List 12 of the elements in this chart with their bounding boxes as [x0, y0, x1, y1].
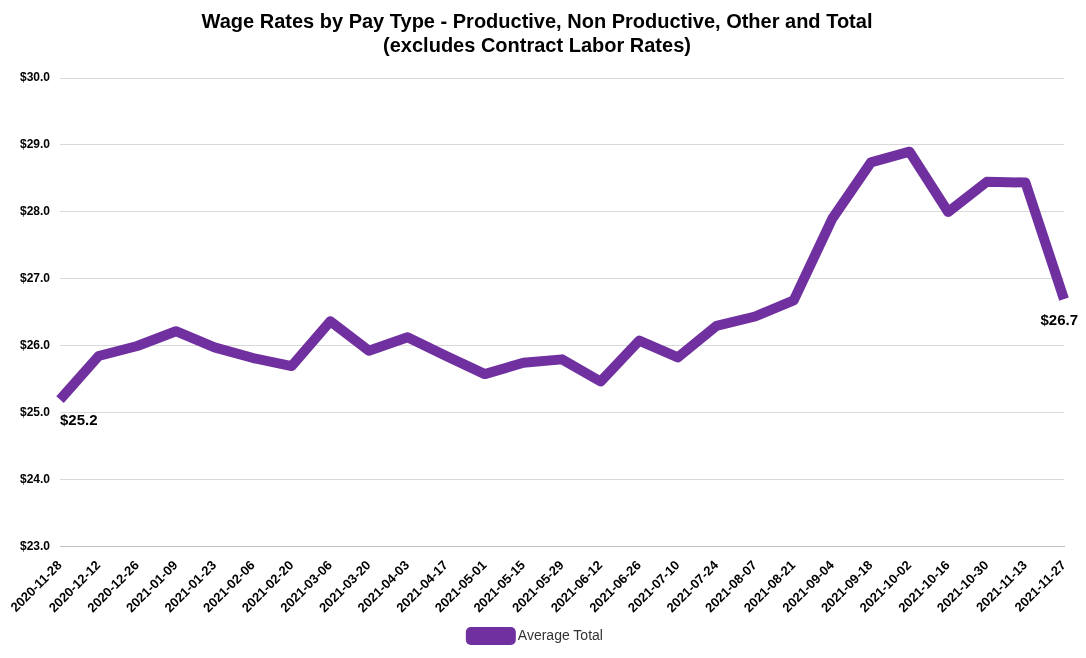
y-tick-label: $23.0 [20, 539, 51, 554]
y-tick-label: $25.0 [20, 405, 51, 420]
chart-title: Wage Rates by Pay Type - Productive, Non Productive, Other and Total (excludes Contract Labor Rates) [201, 9, 873, 56]
y-tick-label: $27.0 [20, 271, 51, 286]
annotation: $25.2 [60, 411, 98, 429]
y-tick-label: $30.0 [20, 70, 51, 85]
y-tick-label: $26.0 [20, 338, 51, 353]
y-tick-label: $28.0 [20, 204, 51, 219]
legend-label: Average Total [517, 626, 603, 643]
y-tick-label: $24.0 [20, 472, 51, 487]
annotation: $26.7 [1040, 310, 1078, 328]
y-tick-label: $29.0 [20, 137, 51, 152]
